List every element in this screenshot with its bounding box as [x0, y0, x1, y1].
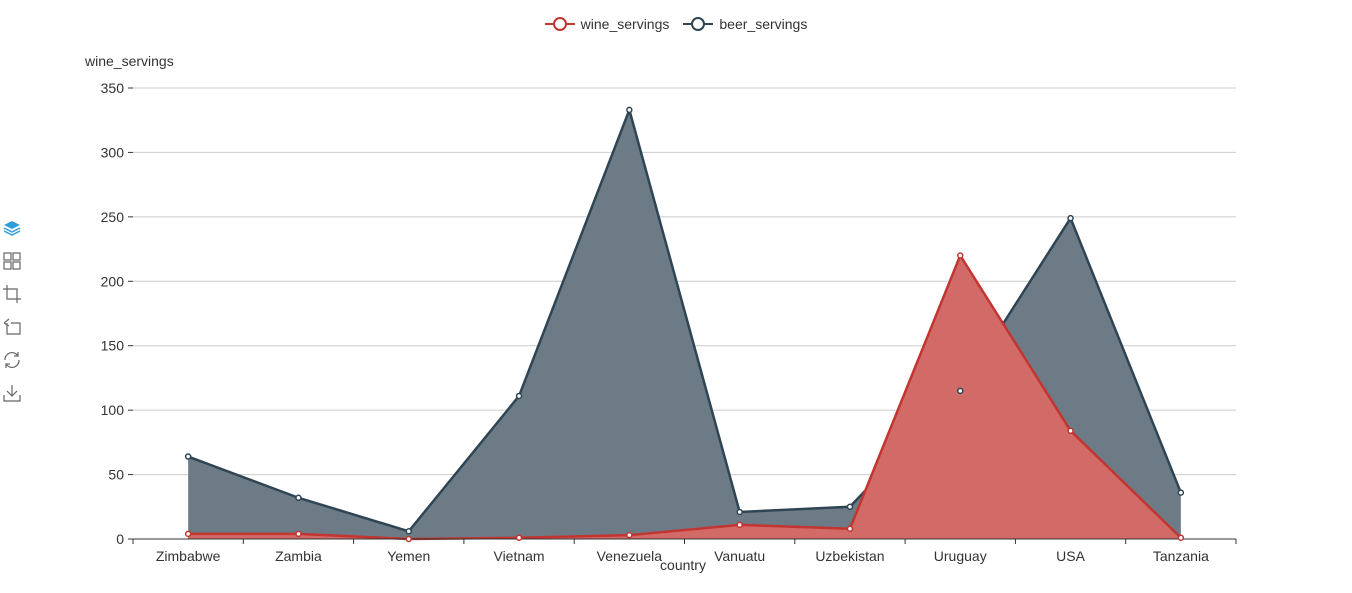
data-point[interactable]: [295, 494, 302, 502]
x-tick-label: Zimbabwe: [156, 548, 221, 564]
data-point[interactable]: [1177, 534, 1185, 541]
download-icon[interactable]: [2, 383, 22, 403]
series-line: [188, 254, 1182, 541]
x-tick-label: USA: [1056, 548, 1085, 564]
y-tick-label: 50: [108, 467, 124, 483]
data-point[interactable]: [295, 530, 302, 538]
toolbox: [2, 218, 24, 403]
y-tick-label: 350: [101, 80, 125, 96]
tiled-icon[interactable]: [2, 251, 22, 271]
data-point[interactable]: [405, 528, 412, 535]
x-tick-label: Vietnam: [493, 548, 544, 564]
crop-icon[interactable]: [2, 284, 22, 304]
series-areas: [187, 108, 1183, 541]
data-point[interactable]: [957, 252, 964, 259]
x-tick-label: Tanzania: [1153, 548, 1209, 564]
data-point[interactable]: [184, 530, 192, 538]
x-tick-label: Yemen: [387, 548, 430, 564]
y-tick-label: 250: [101, 209, 125, 225]
y-tick-label: 0: [116, 531, 124, 547]
data-point[interactable]: [1177, 489, 1185, 496]
y-axis-title: wine_servings: [84, 53, 174, 69]
x-tick-label: Uzbekistan: [815, 548, 884, 564]
series-points: [184, 106, 1185, 543]
data-point[interactable]: [736, 508, 743, 516]
legend-wine-marker-icon: [544, 17, 575, 31]
legend-beer-marker-icon: [683, 17, 714, 31]
x-tick-label: Venezuela: [597, 548, 663, 564]
x-tick-label: Zambia: [275, 548, 322, 564]
data-point[interactable]: [515, 392, 523, 400]
stack-icon[interactable]: [2, 218, 22, 238]
series-line: [187, 108, 1183, 533]
x-axis-title: country: [660, 557, 706, 573]
legend-item-beer[interactable]: beer_servings: [683, 14, 807, 34]
data-point[interactable]: [957, 387, 964, 395]
data-point[interactable]: [626, 106, 633, 114]
data-point[interactable]: [184, 453, 192, 460]
data-point[interactable]: [405, 535, 412, 543]
data-point[interactable]: [736, 521, 743, 529]
x-tick-label: Uruguay: [934, 548, 987, 564]
y-tick-label: 300: [101, 144, 125, 160]
x-tick-label: Vanuatu: [714, 548, 765, 564]
y-tick-label: 150: [101, 338, 125, 354]
restore-crop-icon[interactable]: [2, 317, 22, 337]
y-tick-label: 200: [101, 273, 125, 289]
y-tick-label: 100: [101, 402, 125, 418]
data-point[interactable]: [846, 503, 854, 511]
data-point[interactable]: [846, 525, 854, 532]
refresh-icon[interactable]: [2, 350, 22, 370]
data-point[interactable]: [626, 531, 633, 539]
legend: wine_servings beer_servings: [0, 14, 1352, 34]
data-point[interactable]: [515, 534, 523, 541]
legend-item-wine[interactable]: wine_servings: [544, 14, 670, 34]
legend-label-wine: wine_servings: [580, 16, 670, 32]
data-point[interactable]: [1067, 214, 1074, 222]
axes: 0 50 100 150 200 250 300 350 Zimbabwe Zambia Yemen…: [101, 80, 1237, 564]
data-point[interactable]: [1067, 427, 1074, 435]
legend-label-beer: beer_servings: [719, 16, 808, 32]
